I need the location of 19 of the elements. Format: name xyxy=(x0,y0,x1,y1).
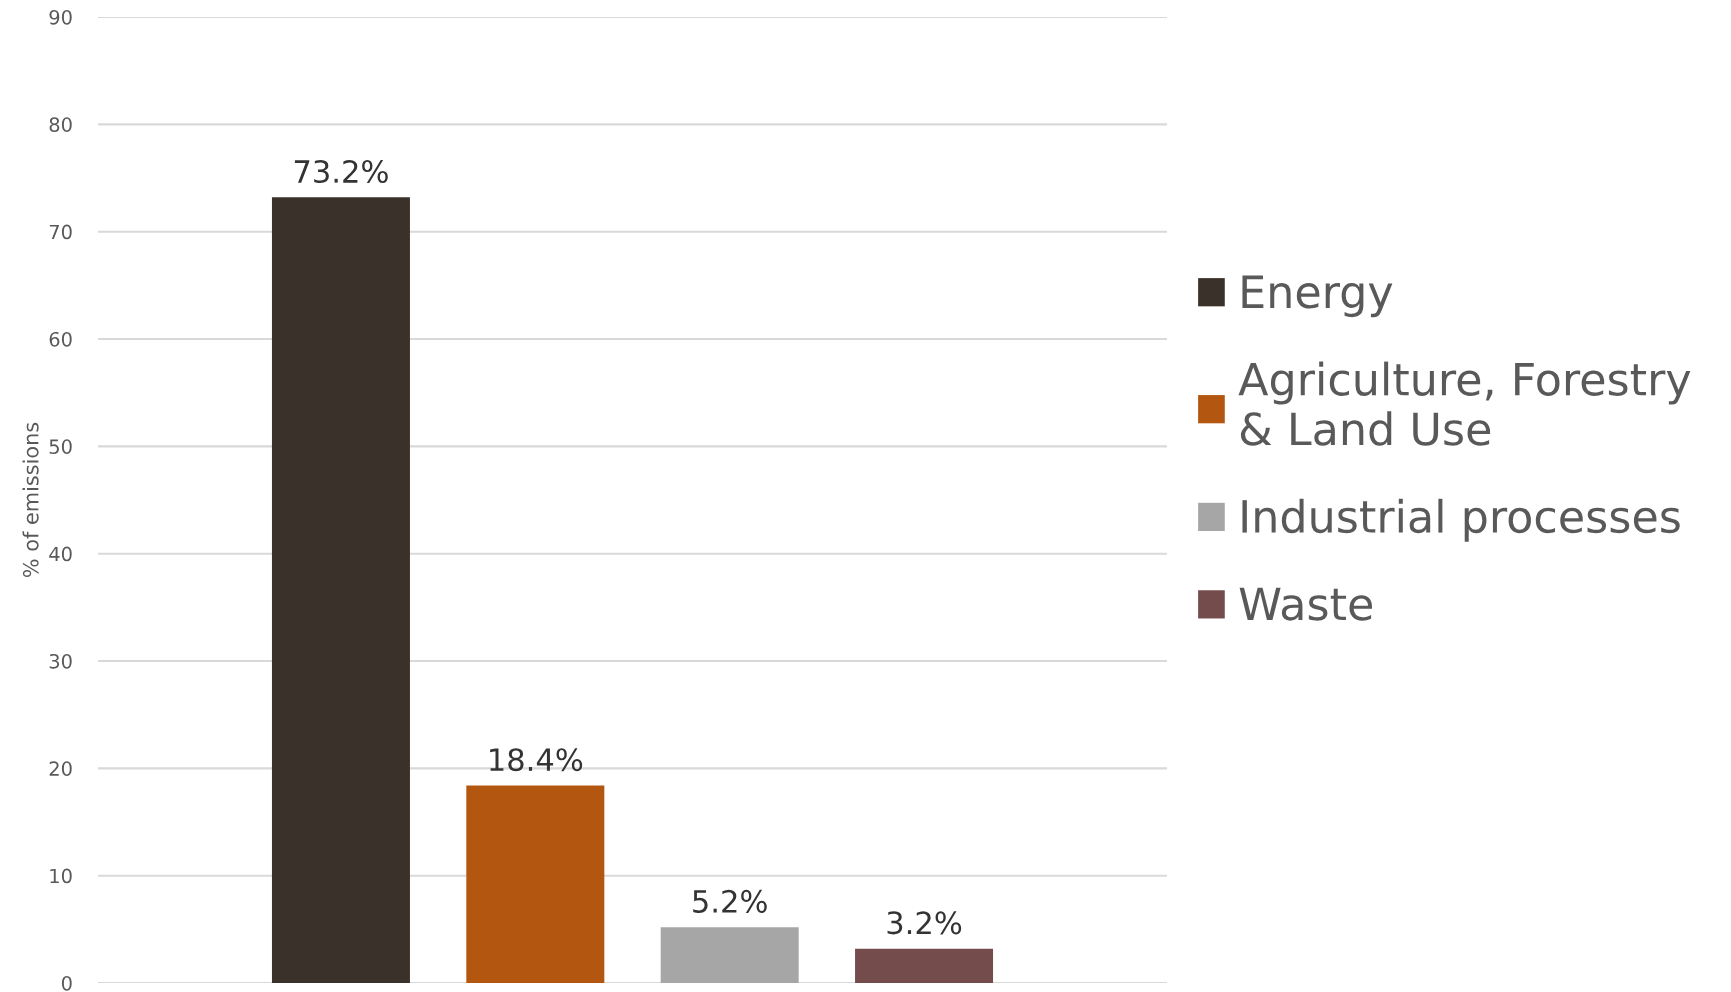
y-tick-label: 80 xyxy=(49,117,72,132)
y-tick-label: 0 xyxy=(61,975,72,991)
legend-label: Agriculture, Forestry & Land Use xyxy=(1238,361,1691,446)
y-tick-label: 50 xyxy=(49,439,72,454)
y-tick-label: 70 xyxy=(49,224,72,240)
y-tick-label: 40 xyxy=(49,546,72,562)
data-label: 3.2% xyxy=(887,911,962,935)
y-tick-label: 60 xyxy=(49,331,72,347)
data-label: 73.2% xyxy=(294,159,388,184)
data-label: 5.2% xyxy=(693,889,767,913)
y-tick-label: 30 xyxy=(49,653,72,669)
y-tick-label: 90 xyxy=(49,9,72,25)
y-tick-label: 20 xyxy=(49,761,72,776)
legend-label: Industrial processes xyxy=(1242,498,1680,542)
y-axis-title: % of emissions xyxy=(22,422,39,578)
legend-label: Waste xyxy=(1239,587,1373,621)
data-label: 18.4% xyxy=(490,748,583,772)
y-tick-label: 10 xyxy=(50,868,72,884)
legend-label: Energy xyxy=(1242,275,1393,318)
